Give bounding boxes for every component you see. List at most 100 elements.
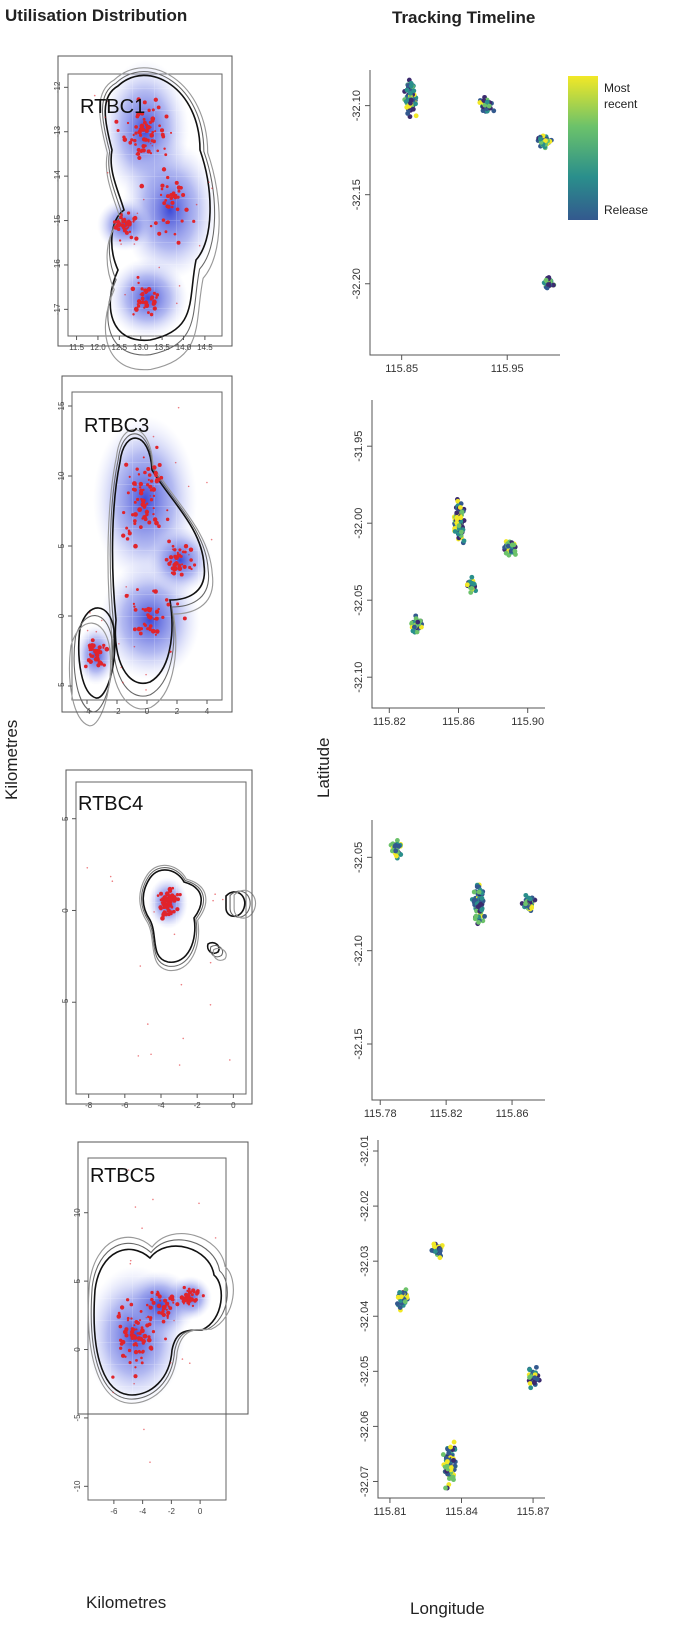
ud-location-point — [170, 566, 175, 571]
tt-location-point — [458, 515, 464, 521]
ud-location-point — [125, 526, 129, 530]
ud-y-tick-label: 15 — [57, 401, 66, 410]
ud-location-point — [151, 487, 157, 492]
ud-location-point — [121, 533, 126, 538]
ud-location-point — [142, 503, 147, 508]
ud-y-tick-label: -14 — [53, 170, 62, 182]
ud-location-point — [164, 198, 168, 202]
ud-location-point — [87, 643, 93, 648]
tt-location-point — [546, 282, 551, 287]
ud-location-point — [188, 1291, 191, 1294]
ud-stray-point — [142, 198, 145, 201]
tt-location-point — [451, 1457, 456, 1463]
ud-location-point — [126, 121, 130, 125]
ud-location-point — [154, 130, 157, 133]
ud-location-point — [98, 650, 103, 655]
ud-panel-title: RTBC4 — [78, 793, 143, 815]
ud-location-point — [162, 1304, 167, 1309]
ud-location-point — [143, 306, 146, 309]
ud-location-point — [88, 653, 92, 656]
tt-location-point — [451, 1477, 456, 1483]
tt-location-point — [397, 1305, 403, 1311]
ud-location-point — [138, 631, 143, 636]
ud-location-point — [134, 483, 137, 486]
ud-location-point — [169, 131, 173, 134]
ud-location-point — [96, 663, 101, 668]
ud-panel-title: RTBC5 — [90, 1165, 155, 1187]
ud-location-point — [138, 127, 143, 132]
ud-stray-point — [111, 880, 114, 883]
ud-location-point — [187, 1287, 191, 1291]
ud-stray-point — [168, 901, 171, 903]
ud-stray-point — [133, 243, 136, 245]
ud-location-point — [171, 544, 175, 548]
ud-location-point — [114, 119, 119, 124]
ud-location-point — [136, 97, 141, 102]
ud-location-point — [152, 517, 158, 522]
ud-location-point — [171, 191, 176, 196]
left-column-header: Utilisation Distribution — [5, 6, 188, 25]
ud-location-point — [154, 633, 157, 636]
ud-location-point — [165, 221, 169, 225]
ud-location-point — [176, 1303, 179, 1306]
ud-location-point — [132, 220, 135, 223]
ud-x-tick-label: 0 — [231, 1101, 236, 1110]
ud-location-point — [139, 1309, 143, 1313]
tt-y-tick-label: -32.10 — [351, 90, 363, 121]
ud-location-point — [164, 114, 169, 119]
ud-stray-point — [95, 630, 98, 633]
ud-location-point — [156, 149, 160, 153]
ud-contour-line — [142, 869, 202, 963]
ud-location-point — [192, 219, 196, 223]
ud-location-point — [121, 1353, 126, 1358]
ud-location-point — [164, 230, 168, 234]
ud-location-point — [131, 513, 135, 517]
ud-location-point — [188, 565, 192, 570]
ud-location-point — [194, 1298, 198, 1302]
ud-location-point — [143, 470, 147, 475]
tt-location-point — [395, 1301, 400, 1307]
ud-stray-point — [152, 1198, 154, 1201]
tt-location-point — [479, 895, 485, 901]
ud-location-point — [182, 1302, 185, 1305]
tt-location-point — [484, 99, 490, 105]
ud-stray-point — [127, 594, 130, 596]
tt-location-point — [404, 87, 410, 93]
ud-location-point — [120, 213, 123, 216]
ud-location-point — [167, 194, 170, 198]
tt-location-point — [475, 904, 481, 910]
ud-stray-point — [129, 1259, 132, 1262]
tt-location-point — [393, 848, 399, 854]
ud-location-point — [146, 1337, 152, 1343]
tt-location-point — [486, 103, 492, 109]
ud-location-point — [147, 311, 150, 314]
ud-location-point — [161, 1309, 165, 1314]
ud-location-point — [156, 1291, 160, 1295]
ud-location-point — [86, 658, 91, 663]
tt-location-point — [528, 1385, 534, 1391]
ud-location-point — [142, 100, 147, 105]
ud-stray-point — [149, 1461, 151, 1463]
tt-location-point — [452, 529, 458, 534]
ud-location-point — [119, 1346, 123, 1350]
ud-location-point — [159, 128, 165, 133]
ud-location-point — [134, 125, 138, 129]
ud-location-point — [135, 467, 139, 471]
ud-location-point — [162, 201, 167, 206]
ud-location-point — [149, 224, 153, 228]
ud-location-point — [133, 1374, 138, 1379]
ud-location-point — [184, 207, 189, 212]
tt-location-point — [437, 1255, 443, 1261]
ud-location-point — [128, 140, 133, 145]
tt-y-tick-label: -32.06 — [359, 1411, 371, 1442]
ud-y-tick-label: 5 — [61, 816, 70, 821]
ud-location-point — [126, 491, 130, 495]
ud-stray-point — [198, 244, 201, 247]
ud-stray-point — [130, 1335, 133, 1338]
ud-location-point — [141, 1349, 145, 1353]
tt-location-point — [397, 1290, 403, 1295]
timeline-legend: Most recent Release — [568, 76, 648, 220]
ud-location-point — [145, 502, 149, 505]
ud-location-point — [137, 507, 143, 513]
tt-y-tick-label: -32.15 — [351, 179, 363, 210]
